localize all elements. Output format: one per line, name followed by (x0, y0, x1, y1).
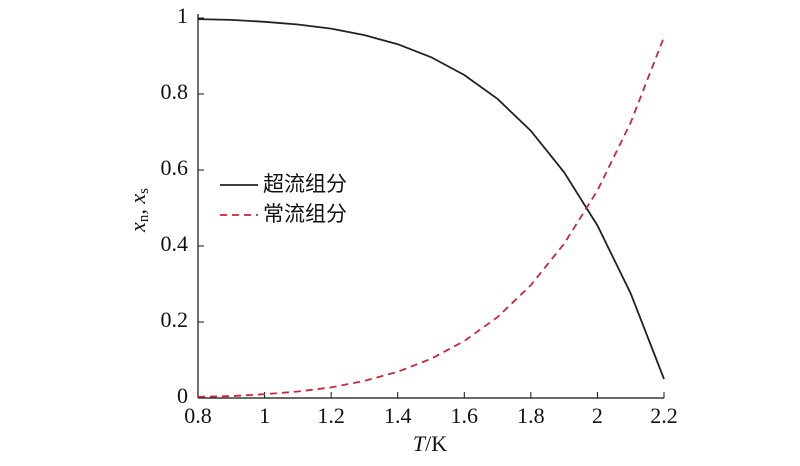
x-tick-label: 1.4 (384, 403, 412, 428)
y-tick-label: 0.8 (161, 79, 189, 104)
legend-label: 常流组分 (263, 202, 347, 226)
series-line (197, 18, 665, 380)
x-tick-label: 1.6 (451, 403, 479, 428)
y-tick-label: 0.6 (161, 155, 189, 180)
y-tick-label: 0.2 (161, 307, 189, 332)
x-tick-label: 1.8 (517, 403, 545, 428)
y-tick-label: 0 (177, 383, 188, 408)
y-axis-label: xn, xs (125, 188, 152, 233)
x-tick-label: 1.2 (317, 403, 345, 428)
x-tick-label: 2 (592, 403, 603, 428)
x-tick-label: 1 (259, 403, 270, 428)
y-label-part: x (125, 222, 150, 233)
y-tick-label: 1 (177, 3, 188, 28)
y-label-sub: s (136, 188, 152, 194)
x-tick-label: 2.2 (650, 403, 678, 428)
x-label-unit: /K (425, 431, 447, 456)
x-label-var: T (413, 431, 427, 456)
y-tick-label: 0.4 (161, 231, 189, 256)
x-tick-label: 0.8 (184, 403, 212, 428)
legend-label: 超流组分 (263, 172, 347, 196)
y-label-part: , x (125, 194, 150, 215)
series-line (197, 36, 665, 398)
y-label-sub: n (136, 214, 152, 222)
x-axis-label: T/K (413, 431, 447, 456)
